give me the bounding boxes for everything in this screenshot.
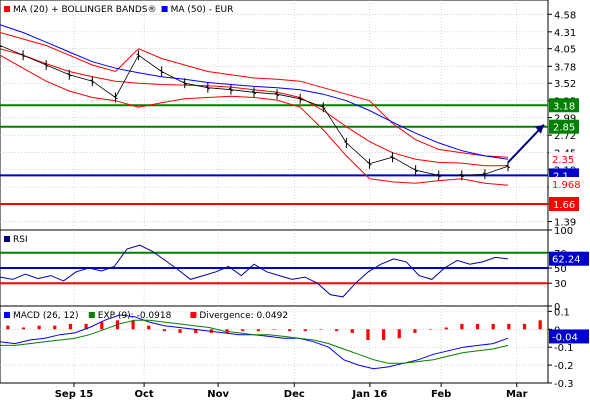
divergence-bar	[194, 329, 198, 333]
legend-label: Divergence: 0.0492	[199, 311, 288, 321]
legend-label: MACD (26, 12)	[13, 311, 79, 321]
ma-50-line	[0, 24, 509, 160]
y-tick-label: 2.72	[554, 131, 576, 142]
divergence-bar	[6, 325, 10, 330]
macd-panel: 0.10 -0.1 -0.2 -0.3 -0.04 MACD (26, 12) EXP (9…	[0, 305, 589, 390]
divergence-bar	[319, 329, 323, 330]
divergence-bar	[491, 323, 495, 330]
y-tick-label: 30	[554, 279, 567, 290]
divergence-bar	[538, 320, 542, 330]
y-tick-label: -0.1	[554, 343, 574, 354]
x-tick-label: Nov	[207, 389, 229, 400]
divergence-bar	[507, 323, 511, 330]
divergence-bar	[147, 325, 151, 330]
y-tick-label: 50	[554, 264, 567, 275]
divergence-bar	[350, 329, 354, 333]
divergence-bar	[444, 327, 448, 330]
y-tick-label: 3.78	[554, 62, 576, 73]
x-tick-label: Jan 16	[351, 389, 387, 400]
divergence-bar	[335, 329, 339, 332]
y-tick-label: 4.31	[554, 28, 576, 39]
divergence-bar	[21, 327, 26, 330]
divergence-bar	[366, 329, 370, 341]
x-tick-label: Sep 15	[55, 389, 94, 400]
value-tag-label: 62.24	[552, 255, 581, 266]
panel-frame	[0, 305, 549, 384]
divergence-bar	[68, 323, 73, 330]
y-tick-label: -0.2	[554, 361, 574, 372]
divergence-bar	[178, 329, 182, 333]
x-tick-label: Oct	[135, 389, 154, 400]
forecast-arrow	[507, 124, 545, 164]
divergence-bar	[428, 329, 433, 330]
level-tag	[549, 119, 579, 134]
divergence-bar	[382, 329, 386, 341]
panel-frame	[0, 0, 549, 231]
legend-swatch	[88, 312, 95, 318]
divergence-bar	[288, 329, 292, 332]
y-tick-label: 100	[554, 226, 573, 237]
lower-band-line	[0, 54, 509, 186]
divergence-bar	[256, 329, 260, 332]
legend-label: EXP (9): -0.0918	[98, 311, 172, 321]
value-tag	[549, 251, 589, 266]
y-tick-label: 0	[554, 302, 560, 313]
level-tag-label: 2.1	[553, 171, 569, 182]
upper-band-line	[0, 32, 509, 158]
level-tag	[549, 98, 579, 113]
legend-swatch	[4, 236, 10, 242]
value-tag	[549, 152, 589, 167]
divergence-bar	[303, 329, 307, 332]
y-tick-label: 0.1	[554, 307, 570, 318]
y-tick-label: 2.99	[554, 114, 576, 125]
level-tag-label: 1.66	[553, 200, 575, 211]
level-tag-label: 2.85	[553, 123, 575, 134]
divergence-bar	[241, 329, 245, 332]
price-panel: 4.584.314.053.783.523.252.992.722.452.19…	[0, 0, 589, 231]
value-tag-label: 2.35	[552, 155, 574, 166]
legend-swatch	[4, 6, 10, 12]
divergence-bar	[37, 325, 41, 330]
y-tick-label: 4.05	[554, 45, 576, 56]
divergence-bar	[475, 323, 480, 330]
divergence-bar	[84, 323, 88, 330]
divergence-bar	[413, 329, 417, 333]
divergence-bar	[272, 329, 276, 330]
divergence-bar	[162, 329, 166, 332]
divergence-bar	[131, 320, 135, 330]
legend-swatch	[4, 312, 10, 318]
legend-label: MA (20) + BOLLINGER BANDS®	[13, 5, 157, 15]
legend-label: RSI	[13, 235, 28, 245]
x-tick-label: Dec	[284, 389, 305, 400]
divergence-bar	[100, 322, 104, 330]
value-tag	[549, 177, 589, 191]
value-tag	[549, 329, 589, 344]
legend-swatch	[161, 6, 168, 12]
level-tag-label: 3.18	[553, 101, 575, 112]
divergence-bar	[53, 325, 57, 330]
divergence-bar	[397, 329, 401, 339]
divergence-bar	[522, 323, 527, 330]
x-axis: Sep 15 Oct Nov Dec Jan 16 Feb Mar	[55, 383, 528, 400]
value-tag-label: -0.04	[552, 332, 578, 343]
price-line	[0, 45, 509, 176]
forecast-arrow-head	[535, 124, 544, 134]
level-tag	[549, 197, 579, 212]
divergence-bar	[460, 323, 464, 330]
y-tick-label: -0.3	[554, 379, 574, 390]
legend-swatch	[190, 312, 197, 318]
exp-9-line	[0, 319, 509, 364]
x-tick-label: Mar	[506, 389, 528, 400]
legend-label: MA (50) - EUR	[171, 5, 234, 15]
value-tag-label: 1.968	[552, 180, 581, 191]
y-tick-label: 1.39	[554, 218, 576, 229]
y-tick-label: 4.58	[554, 10, 576, 21]
rsi-line	[0, 244, 509, 298]
x-tick-label: Feb	[431, 389, 451, 400]
y-tick-label: 3.52	[554, 79, 576, 90]
